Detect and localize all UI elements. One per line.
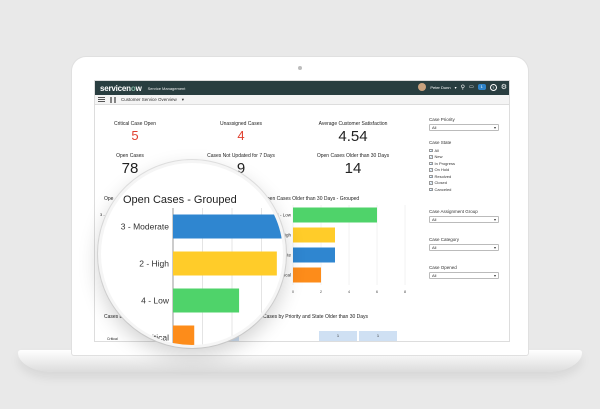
chat-icon[interactable]: ▭ xyxy=(468,84,474,90)
bottom-left-panel-title: Cases b xyxy=(104,314,123,320)
bar xyxy=(293,227,335,243)
checkbox-icon[interactable]: ✓ xyxy=(429,181,433,185)
state-option[interactable]: ✓ Closed xyxy=(429,180,447,186)
servicenow-logo[interactable]: servicenow xyxy=(100,83,142,93)
checkbox-icon[interactable]: ✓ xyxy=(429,155,433,159)
laptop-base xyxy=(18,350,582,372)
partial-panel-title: Ope xyxy=(104,196,114,202)
category-label: High xyxy=(282,233,292,238)
stat-older-30-days[interactable]: Open Cases Older than 30 Days 14 xyxy=(316,153,390,177)
table-row-label: Critical xyxy=(107,337,118,341)
category-label: 4 - Low xyxy=(276,213,292,218)
filter-sidebar: Case Priority All Case State ✓All ✓New ✓… xyxy=(429,117,509,288)
tick-label: 6 xyxy=(376,289,379,294)
assignment-group-select[interactable]: All xyxy=(429,215,499,223)
bar xyxy=(293,247,335,263)
chevron-down-icon[interactable]: ▾ xyxy=(454,84,457,90)
category-label: 4 - Low xyxy=(141,296,170,306)
category-label: erate xyxy=(281,253,292,258)
filter-case-priority: Case Priority All xyxy=(429,117,509,131)
state-option[interactable]: ✓ Resolved xyxy=(429,173,452,179)
checkbox-icon[interactable]: ✓ xyxy=(429,148,433,153)
tick-label: 8 xyxy=(404,289,407,294)
bar xyxy=(293,207,377,223)
magnifier-callout: Open Cases - Grouped 3 - Moderate 2 - High… xyxy=(98,160,286,348)
grid-icon[interactable] xyxy=(110,96,116,103)
avatar[interactable] xyxy=(418,83,427,91)
tick-label: 2 xyxy=(320,289,323,294)
checkbox-icon[interactable]: ✓ xyxy=(429,174,433,179)
search-icon[interactable]: ⚲ xyxy=(460,84,465,91)
camera-icon xyxy=(298,66,302,70)
checkbox-icon[interactable]: ✓ xyxy=(429,168,433,172)
bar xyxy=(173,325,195,345)
filter-case-state: Case State ✓ All ✓ New ✓ In Progress ✓ On Ho… xyxy=(429,140,509,193)
stat-unassigned-cases[interactable]: Unassigned Cases 4 xyxy=(220,121,262,143)
bottom-right-panel-title: Cases by Priority and State Older than 3… xyxy=(263,314,369,320)
bar xyxy=(173,251,277,276)
checkbox-icon[interactable]: ✓ xyxy=(429,187,433,192)
notification-badge[interactable]: 1 xyxy=(477,84,486,90)
stat-critical-cases[interactable]: Critical Case Open 5 xyxy=(114,121,156,143)
help-icon[interactable]: ? xyxy=(489,83,497,91)
state-option[interactable]: ✓ On Hold xyxy=(429,167,450,173)
state-option[interactable]: ✓ New xyxy=(429,154,443,160)
bar xyxy=(173,214,283,239)
category-label: - Critical xyxy=(138,333,169,343)
table-cell[interactable]: 1 xyxy=(319,331,357,341)
tick-label: 4 xyxy=(348,289,351,294)
filter-case-category: Case Category All xyxy=(429,237,509,251)
filter-case-opened: Case Opened All xyxy=(429,265,509,279)
bar xyxy=(173,288,240,313)
case-category-select[interactable]: All xyxy=(429,243,499,251)
app-title: Service Management xyxy=(147,85,186,91)
case-priority-select[interactable]: All xyxy=(429,124,499,131)
stat-open-cases[interactable]: Open Cases 78 xyxy=(116,153,144,177)
older-cases-chart-title: Open Cases Older than 30 Days - Grouped xyxy=(263,196,360,202)
topbar-actions: Peter Dunn ▾ ⚲ ▭ 1 ? ⚙ xyxy=(418,83,507,91)
bar xyxy=(293,267,321,283)
dashboard-toolbar: Customer Service Overview ▾ xyxy=(95,95,509,105)
state-option[interactable]: ✓ All xyxy=(429,147,439,153)
chevron-down-icon[interactable]: ▾ xyxy=(181,96,185,102)
older-cases-bar-chart: 0 2 4 6 8 4 - Low High erate Critical xyxy=(276,205,407,294)
category-label: 3 - Moderate xyxy=(121,222,169,232)
table-cell[interactable]: 1 xyxy=(359,331,397,341)
gear-icon[interactable]: ⚙ xyxy=(500,84,507,91)
chart-title: Open Cases - Grouped xyxy=(123,194,237,206)
stat-not-updated[interactable]: Cases Not Updated for 7 Days 9 xyxy=(207,153,275,177)
tick-label: 0 xyxy=(292,289,295,294)
checkbox-icon[interactable]: ✓ xyxy=(429,161,433,166)
category-label: 2 - High xyxy=(139,259,169,269)
case-opened-select[interactable]: All xyxy=(429,271,499,279)
state-option[interactable]: ✓ Canceled xyxy=(429,186,452,192)
stat-customer-satisfaction[interactable]: Average Customer Satisfaction 4.54 xyxy=(318,121,388,145)
menu-icon[interactable] xyxy=(98,97,105,102)
category-label: Critical xyxy=(277,273,291,278)
top-navigation-bar: servicenow Service Management Peter Dunn… xyxy=(95,81,509,95)
filter-assignment-group: Case Assignment Group All xyxy=(429,209,509,223)
state-option[interactable]: ✓ In Progress xyxy=(429,160,455,166)
dashboard-selector[interactable]: Customer Service Overview xyxy=(121,97,177,102)
open-cases-grouped-chart: Open Cases - Grouped 3 - Moderate 2 - High… xyxy=(121,194,283,345)
partial-axis-label: 3 - xyxy=(100,212,105,217)
user-name[interactable]: Peter Dunn xyxy=(430,84,451,90)
